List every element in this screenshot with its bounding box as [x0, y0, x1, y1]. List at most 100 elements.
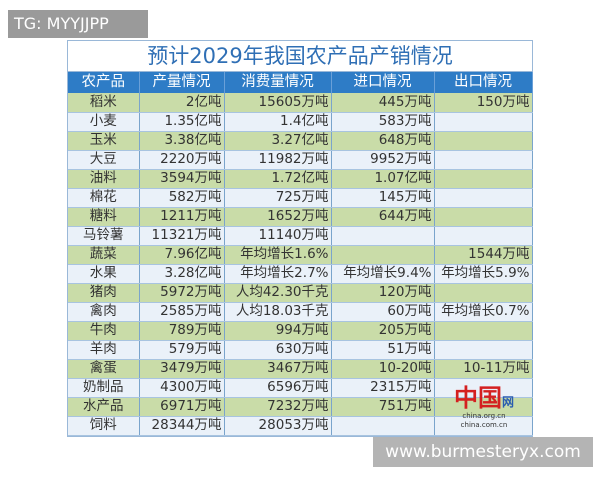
value-cell	[434, 150, 533, 170]
logo-line1: china.org.cn	[462, 411, 506, 420]
table-header-row: 农产品 产量情况 消费量情况 进口情况 出口情况	[68, 72, 533, 93]
value-cell: 6971万吨	[139, 397, 225, 417]
product-name-cell: 饲料	[68, 416, 140, 436]
value-cell: 751万吨	[331, 397, 435, 417]
product-name-cell: 猪肉	[68, 283, 140, 303]
value-cell: 1211万吨	[139, 207, 225, 227]
value-cell: 648万吨	[331, 131, 435, 151]
value-cell: 3.38亿吨	[139, 131, 225, 151]
value-cell: 60万吨	[331, 302, 435, 322]
table-row: 饲料 28344万吨 28053万吨	[68, 416, 533, 436]
product-name-cell: 蔬菜	[68, 245, 140, 265]
product-name-cell: 牛肉	[68, 321, 140, 341]
product-name-cell: 奶制品	[68, 378, 140, 398]
overlay-tag: TG: MYYJJPP	[8, 10, 148, 38]
value-cell	[331, 416, 435, 436]
column-header: 产量情况	[139, 72, 225, 93]
value-cell: 年均增长1.6%	[224, 245, 332, 265]
value-cell: 579万吨	[139, 340, 225, 360]
value-cell: 205万吨	[331, 321, 435, 341]
table-row: 油料 3594万吨 1.72亿吨 1.07亿吨	[68, 169, 533, 189]
value-cell: 28053万吨	[224, 416, 332, 436]
product-name-cell: 羊肉	[68, 340, 140, 360]
value-cell: 3.28亿吨	[139, 264, 225, 284]
product-name-cell: 棉花	[68, 188, 140, 208]
column-header: 进口情况	[331, 72, 435, 93]
value-cell	[434, 416, 533, 436]
product-name-cell: 禽肉	[68, 302, 140, 322]
column-header: 消费量情况	[224, 72, 332, 93]
value-cell: 人均18.03千克	[224, 302, 332, 322]
logo-mark: 中国	[453, 383, 502, 412]
value-cell: 11140万吨	[224, 226, 332, 246]
value-cell: 150万吨	[434, 93, 533, 113]
value-cell: 725万吨	[224, 188, 332, 208]
table-row: 小麦 1.35亿吨 1.4亿吨 583万吨	[68, 112, 533, 132]
value-cell: 1544万吨	[434, 245, 533, 265]
value-cell: 630万吨	[224, 340, 332, 360]
table-row: 糖料 1211万吨 1652万吨 644万吨	[68, 207, 533, 227]
table-row: 羊肉 579万吨 630万吨 51万吨	[68, 340, 533, 360]
value-cell: 10-20吨	[331, 359, 435, 379]
value-cell: 3479万吨	[139, 359, 225, 379]
value-cell: 3467万吨	[224, 359, 332, 379]
value-cell	[434, 131, 533, 151]
table-row: 禽肉 2585万吨 人均18.03千克 60万吨 年均增长0.7%	[68, 302, 533, 322]
table-row: 大豆 2220万吨 11982万吨 9952万吨	[68, 150, 533, 170]
value-cell: 1.07亿吨	[331, 169, 435, 189]
value-cell: 5972万吨	[139, 283, 225, 303]
value-cell: 3.27亿吨	[224, 131, 332, 151]
table-row: 奶制品 4300万吨 6596万吨 2315万吨	[68, 378, 533, 398]
table-row: 马铃薯 11321万吨 11140万吨	[68, 226, 533, 246]
value-cell: 年均增长5.9%	[434, 264, 533, 284]
table-row: 蔬菜 7.96亿吨 年均增长1.6% 1544万吨	[68, 245, 533, 265]
value-cell: 145万吨	[331, 188, 435, 208]
value-cell: 1.35亿吨	[139, 112, 225, 132]
value-cell: 2315万吨	[331, 378, 435, 398]
value-cell: 11321万吨	[139, 226, 225, 246]
table-row: 禽蛋 3479万吨 3467万吨 10-20吨 10-11万吨	[68, 359, 533, 379]
value-cell: 583万吨	[331, 112, 435, 132]
value-cell: 644万吨	[331, 207, 435, 227]
value-cell: 2585万吨	[139, 302, 225, 322]
value-cell: 120万吨	[331, 283, 435, 303]
value-cell: 人均42.30千克	[224, 283, 332, 303]
logo-net: 网	[501, 394, 514, 409]
product-name-cell: 大豆	[68, 150, 140, 170]
value-cell	[434, 112, 533, 132]
value-cell: 1652万吨	[224, 207, 332, 227]
value-cell: 28344万吨	[139, 416, 225, 436]
value-cell: 4300万吨	[139, 378, 225, 398]
value-cell: 10-11万吨	[434, 359, 533, 379]
logo-line2: china.com.cn	[460, 420, 508, 429]
product-name-cell: 马铃薯	[68, 226, 140, 246]
value-cell: 9952万吨	[331, 150, 435, 170]
product-name-cell: 糖料	[68, 207, 140, 227]
table-row: 玉米 3.38亿吨 3.27亿吨 648万吨	[68, 131, 533, 151]
value-cell	[434, 397, 533, 417]
table-row: 牛肉 789万吨 994万吨 205万吨	[68, 321, 533, 341]
table-row: 猪肉 5972万吨 人均42.30千克 120万吨	[68, 283, 533, 303]
table-row: 棉花 582万吨 725万吨 145万吨	[68, 188, 533, 208]
value-cell: 2220万吨	[139, 150, 225, 170]
value-cell	[434, 207, 533, 227]
table-title: 预计2029年我国农产品产销情况	[68, 41, 532, 72]
value-cell: 年均增长2.7%	[224, 264, 332, 284]
value-cell	[331, 245, 435, 265]
value-cell	[331, 226, 435, 246]
value-cell	[434, 378, 533, 398]
product-name-cell: 水果	[68, 264, 140, 284]
value-cell: 445万吨	[331, 93, 435, 113]
value-cell: 年均增长0.7%	[434, 302, 533, 322]
column-header: 农产品	[68, 72, 140, 93]
value-cell: 994万吨	[224, 321, 332, 341]
value-cell	[434, 321, 533, 341]
value-cell: 11982万吨	[224, 150, 332, 170]
value-cell: 6596万吨	[224, 378, 332, 398]
value-cell	[434, 340, 533, 360]
watermark: www.burmesteryx.com	[373, 436, 593, 467]
value-cell	[434, 169, 533, 189]
value-cell: 51万吨	[331, 340, 435, 360]
value-cell: 1.72亿吨	[224, 169, 332, 189]
value-cell	[434, 188, 533, 208]
